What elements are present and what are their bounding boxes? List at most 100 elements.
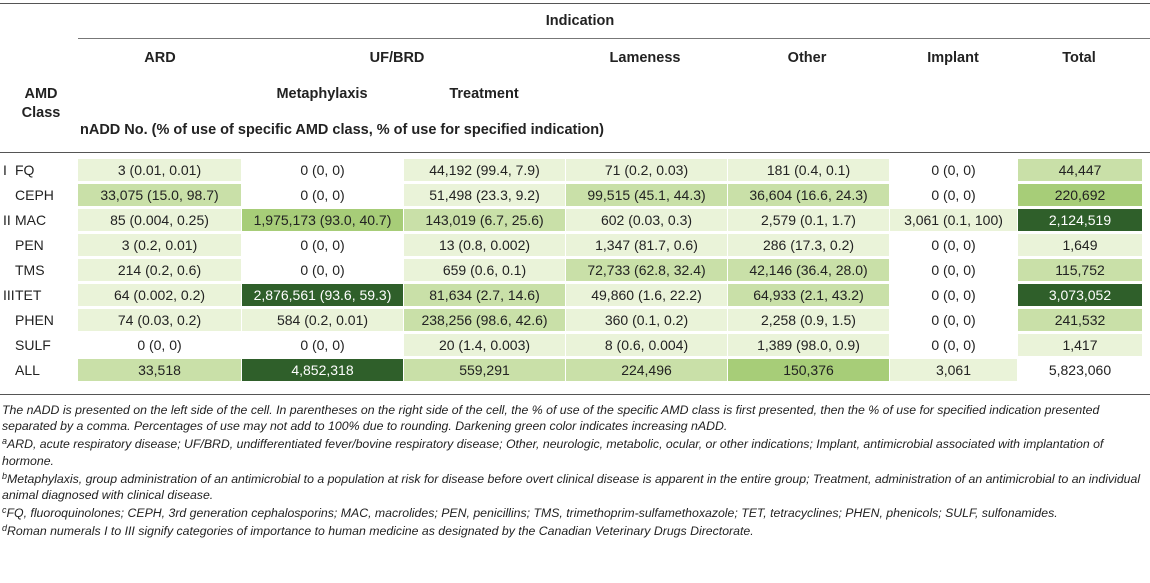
table-row: PHEN 74 (0.03, 0.2) 584 (0.2, 0.01) 238,256… <box>0 309 1150 331</box>
cell-metaphylaxis: 0 (0, 0) <box>300 187 345 203</box>
cell-ard: 33,075 (15.0, 98.7) <box>78 184 241 206</box>
cell-ard: 74 (0.03, 0.2) <box>78 309 241 331</box>
footnote-main: The nADD is presented on the left side o… <box>2 403 1100 434</box>
amd-class-label: TET <box>15 287 42 303</box>
cell-treatment: 143,019 (6.7, 25.6) <box>404 209 565 231</box>
table-row: PEN 3 (0.2, 0.01) 0 (0, 0) 13 (0.8, 0.002) 1… <box>0 234 1150 256</box>
table-row: I FQ 3 (0.01, 0.01) 0 (0, 0) 44,192 (99.4, 7… <box>0 159 1150 181</box>
cell-implant: 0 (0, 0) <box>931 162 976 178</box>
footnote-b: bMetaphylaxis, group administration of a… <box>2 470 1141 503</box>
cell-ard: 3 (0.01, 0.01) <box>78 159 241 181</box>
cell-implant: 0 (0, 0) <box>931 287 976 303</box>
cell-other: 64,933 (2.1, 43.2) <box>728 284 889 306</box>
cell-total: 115,752 <box>1018 259 1142 281</box>
importance-category: I <box>3 162 7 178</box>
cell-metaphylaxis: 584 (0.2, 0.01) <box>242 309 403 331</box>
cell-lameness: 8 (0.6, 0.004) <box>566 334 727 356</box>
amd-class-label: PEN <box>15 237 44 253</box>
cell-lameness: 360 (0.1, 0.2) <box>566 309 727 331</box>
cell-ard: 64 (0.002, 0.2) <box>78 284 241 306</box>
cell-implant: 0 (0, 0) <box>931 237 976 253</box>
cell-metaphylaxis: 4,852,318 <box>242 359 403 381</box>
header-indication: Indication <box>545 13 615 29</box>
cell-metaphylaxis: 0 (0, 0) <box>300 162 345 178</box>
cell-treatment: 238,256 (98.6, 42.6) <box>404 309 565 331</box>
header-rule <box>0 152 1150 153</box>
cell-ard: 85 (0.004, 0.25) <box>78 209 241 231</box>
cell-lameness: 49,860 (1.6, 22.2) <box>566 284 727 306</box>
amd-class-label: PHEN <box>15 312 54 328</box>
table-row: SULF 0 (0, 0) 0 (0, 0) 20 (1.4, 0.003) 8 (0.… <box>0 334 1150 356</box>
cell-other: 1,389 (98.0, 0.9) <box>728 334 889 356</box>
table-row: ALL 33,518 4,852,318 559,291 224,496 150,376 3… <box>0 359 1150 381</box>
cell-other: 2,258 (0.9, 1.5) <box>728 309 889 331</box>
cell-implant: 3,061 <box>890 359 1017 381</box>
cell-metaphylaxis: 2,876,561 (93.6, 59.3) <box>242 284 403 306</box>
cell-treatment: 13 (0.8, 0.002) <box>404 234 565 256</box>
cell-other: 286 (17.3, 0.2) <box>728 234 889 256</box>
col-header-implant: Implant <box>927 50 979 66</box>
cell-other: 2,579 (0.1, 1.7) <box>728 209 889 231</box>
table-row: III TET 64 (0.002, 0.2) 2,876,561 (93.6, 59… <box>0 284 1150 306</box>
bottom-rule <box>0 394 1150 395</box>
footnote-d: dRoman numerals I to III signify categor… <box>2 523 754 539</box>
top-rule <box>0 3 1150 4</box>
cell-implant: 0 (0, 0) <box>931 337 976 353</box>
measure-description: nADD No. (% of use of specific AMD class… <box>80 122 604 138</box>
cell-treatment: 559,291 <box>404 359 565 381</box>
cell-total: 241,532 <box>1018 309 1142 331</box>
table-footnotes: The nADD is presented on the left side o… <box>2 402 1148 542</box>
cell-total: 220,692 <box>1018 184 1142 206</box>
importance-category: III <box>3 287 15 303</box>
cell-treatment: 81,634 (2.7, 14.6) <box>404 284 565 306</box>
cell-lameness: 602 (0.03, 0.3) <box>566 209 727 231</box>
table-row: TMS 214 (0.2, 0.6) 0 (0, 0) 659 (0.6, 0.1) 7… <box>0 259 1150 281</box>
indication-rule <box>78 38 1150 39</box>
col-header-ufbrd: UF/BRD <box>369 50 425 66</box>
cell-total: 3,073,052 <box>1018 284 1142 306</box>
cell-ard: 3 (0.2, 0.01) <box>78 234 241 256</box>
cell-implant: 0 (0, 0) <box>931 262 976 278</box>
amd-class-label: FQ <box>15 162 35 178</box>
cell-metaphylaxis: 0 (0, 0) <box>300 262 345 278</box>
cell-treatment: 20 (1.4, 0.003) <box>404 334 565 356</box>
cell-other: 36,604 (16.6, 24.3) <box>728 184 889 206</box>
cell-implant: 3,061 (0.1, 100) <box>890 209 1017 231</box>
cell-lameness: 224,496 <box>566 359 727 381</box>
cell-treatment: 51,498 (23.3, 9.2) <box>404 184 565 206</box>
cell-ard: 33,518 <box>78 359 241 381</box>
col-header-ard: ARD <box>144 50 176 66</box>
cell-implant: 0 (0, 0) <box>931 187 976 203</box>
cell-metaphylaxis: 0 (0, 0) <box>300 337 345 353</box>
footnote-a: aARD, acute respiratory disease; UF/BRD,… <box>2 436 1104 468</box>
amd-class-header-line1: AMD <box>24 86 58 102</box>
cell-lameness: 1,347 (81.7, 0.6) <box>566 234 727 256</box>
cell-total: 1,649 <box>1018 234 1142 256</box>
col-header-other: Other <box>787 50 827 66</box>
cell-lameness: 99,515 (45.1, 44.3) <box>566 184 727 206</box>
cell-treatment: 659 (0.6, 0.1) <box>404 259 565 281</box>
amd-class-label: CEPH <box>15 187 54 203</box>
amd-class-label: TMS <box>15 262 45 278</box>
cell-lameness: 71 (0.2, 0.03) <box>566 159 727 181</box>
importance-category: II <box>3 212 11 228</box>
table-row: II MAC 85 (0.004, 0.25) 1,975,173 (93.0, 40… <box>0 209 1150 231</box>
sub-header-metaphylaxis: Metaphylaxis <box>276 86 368 102</box>
amd-class-label: MAC <box>15 212 47 228</box>
cell-ard: 0 (0, 0) <box>137 337 182 353</box>
cell-treatment: 44,192 (99.4, 7.9) <box>404 159 565 181</box>
cell-total: 2,124,519 <box>1018 209 1142 231</box>
cell-ard: 214 (0.2, 0.6) <box>78 259 241 281</box>
cell-metaphylaxis: 0 (0, 0) <box>300 237 345 253</box>
sub-header-treatment: Treatment <box>449 86 519 102</box>
amd-class-label: ALL <box>15 362 40 378</box>
cell-metaphylaxis: 1,975,173 (93.0, 40.7) <box>242 209 403 231</box>
table-body: I FQ 3 (0.01, 0.01) 0 (0, 0) 44,192 (99.4, 7… <box>0 159 1150 384</box>
cell-total: 1,417 <box>1018 334 1142 356</box>
cell-other: 42,146 (36.4, 28.0) <box>728 259 889 281</box>
cell-total: 5,823,060 <box>1048 362 1112 378</box>
col-header-total: Total <box>1062 50 1096 66</box>
cell-other: 150,376 <box>728 359 889 381</box>
cell-other: 181 (0.4, 0.1) <box>728 159 889 181</box>
